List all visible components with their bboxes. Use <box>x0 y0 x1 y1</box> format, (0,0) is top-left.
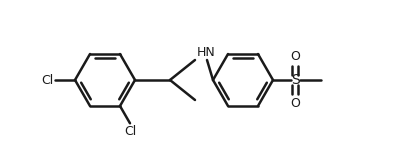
Text: Cl: Cl <box>41 73 53 87</box>
Text: O: O <box>290 97 300 110</box>
Text: HN: HN <box>197 46 216 59</box>
Text: S: S <box>291 73 299 87</box>
Text: Cl: Cl <box>124 125 136 138</box>
Text: O: O <box>290 50 300 63</box>
